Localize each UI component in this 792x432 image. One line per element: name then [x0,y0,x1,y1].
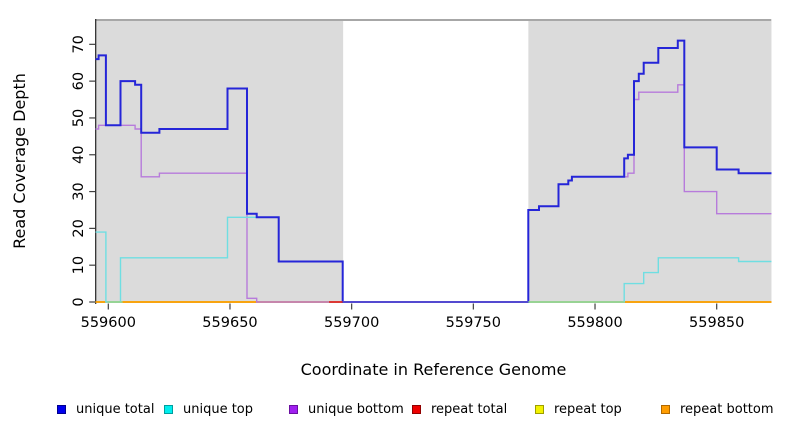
y-axis-title: Read Coverage Depth [10,73,29,249]
y-tick-label: 50 [71,109,87,127]
y-tick-label: 10 [71,256,87,274]
series-line-unique-total [95,39,772,303]
x-tick-label: 559700 [324,315,379,331]
shaded-region [528,21,772,303]
x-axis-title: Coordinate in Reference Genome [300,360,567,379]
y-tick-label: 20 [71,219,87,237]
y-tick-label: 40 [71,146,87,164]
y-tick-label: 30 [71,182,87,200]
x-tick-label: 559650 [202,315,257,331]
x-tick-label: 559850 [689,315,744,331]
x-tick-label: 559800 [567,315,622,331]
x-tick-label: 559600 [81,315,136,331]
y-tick-label: 70 [71,35,87,53]
y-tick-label: 60 [71,72,87,90]
y-tick-label: 0 [71,297,87,306]
shaded-region [95,21,344,303]
x-tick-label: 559750 [446,315,501,331]
